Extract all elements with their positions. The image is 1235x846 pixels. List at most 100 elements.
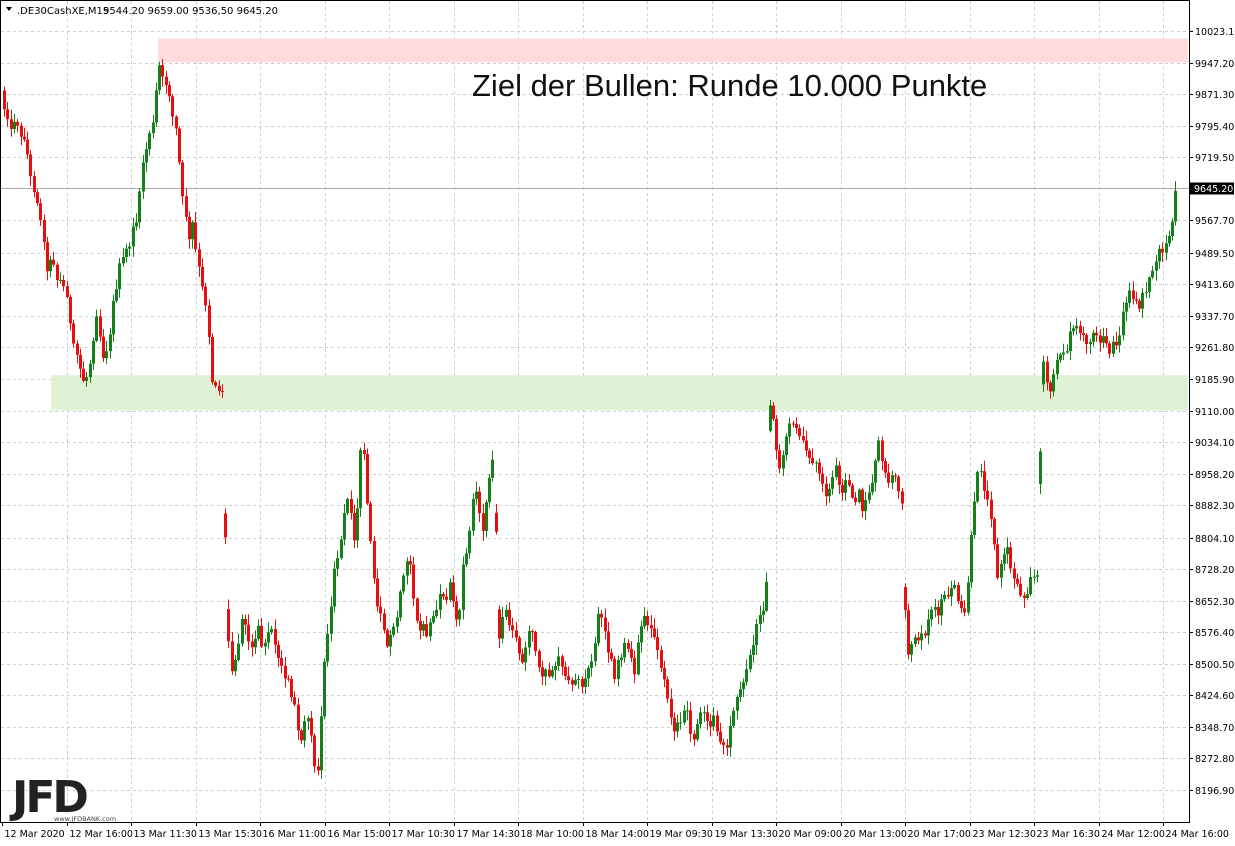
candle (36, 189, 39, 206)
candle (356, 498, 359, 548)
candle (1019, 576, 1022, 598)
candle (1128, 282, 1131, 308)
candle (462, 556, 465, 620)
candle (623, 637, 626, 663)
candle (10, 109, 13, 137)
candle (247, 614, 250, 650)
y-tick-label: 8958.20 (1195, 470, 1234, 481)
candle (914, 634, 917, 647)
candle (1165, 234, 1168, 261)
candle (1115, 332, 1118, 350)
candle (231, 631, 234, 675)
candle (798, 424, 801, 441)
candle (330, 596, 333, 642)
candle (122, 247, 125, 267)
candle (1066, 344, 1069, 354)
candle (1056, 352, 1059, 380)
candle (930, 606, 933, 627)
candle (518, 635, 521, 661)
candle (755, 618, 758, 655)
candle (148, 130, 151, 156)
candle (940, 593, 943, 626)
dropdown-triangle-icon[interactable] (6, 7, 12, 11)
candle (449, 578, 452, 602)
y-tick-label: 9261.80 (1195, 343, 1234, 354)
candle (72, 319, 75, 348)
candle (950, 580, 953, 607)
candle (284, 656, 287, 688)
candle (693, 730, 696, 747)
candle (267, 622, 270, 649)
candle (346, 497, 349, 516)
candle (1023, 592, 1026, 609)
candle (775, 415, 778, 460)
candle (1016, 573, 1019, 587)
y-tick-label: 8196.90 (1195, 786, 1234, 797)
candle (92, 337, 95, 370)
candle (89, 359, 92, 383)
candle (917, 631, 920, 645)
candle (716, 710, 719, 737)
candle (412, 556, 415, 607)
candle (152, 114, 155, 139)
candle (366, 448, 369, 505)
candle (343, 503, 346, 546)
candle (990, 491, 993, 528)
candle (548, 662, 551, 678)
candle (1052, 368, 1055, 397)
candle (765, 572, 768, 613)
candle (326, 624, 329, 667)
candle (719, 722, 722, 745)
x-tick-label: 20 Mar 17:00 (908, 829, 971, 840)
x-tick-label: 23 Mar 12:30 (973, 829, 1036, 840)
candle (251, 634, 254, 657)
candle (244, 614, 247, 635)
candle (214, 380, 217, 389)
candle (260, 617, 263, 649)
candle (554, 661, 557, 681)
candle (1099, 329, 1102, 352)
candle (310, 710, 313, 743)
y-tick-label: 8500.50 (1195, 660, 1234, 671)
current-price-label: 9645.20 (1194, 184, 1233, 195)
candle (458, 608, 461, 626)
candle (874, 458, 877, 492)
candle (16, 118, 19, 133)
candle (191, 220, 194, 249)
candle (524, 641, 527, 672)
candle (416, 597, 419, 624)
candle (706, 704, 709, 730)
candle (1085, 333, 1088, 354)
support-zone (51, 375, 1188, 411)
candle (277, 640, 280, 668)
candle (1125, 296, 1128, 322)
candle (980, 463, 983, 477)
candle (970, 531, 973, 589)
candle (597, 606, 600, 647)
candle (993, 517, 996, 551)
candle (359, 447, 362, 517)
candle (85, 371, 88, 387)
candles (3, 58, 1177, 779)
candle (432, 610, 435, 625)
candle (402, 573, 405, 595)
jfd-logo-url: www.JFDBANK.com (54, 815, 116, 823)
ohlc-label: 9544.20 9659.00 9536,50 9645.20 (103, 6, 278, 17)
candle (194, 212, 197, 253)
candle (254, 630, 257, 654)
candle (627, 639, 630, 653)
y-tick-label: 8652.30 (1195, 597, 1234, 608)
x-axis: 12 Mar 2020 12 Mar 16:00 13 Mar 11:30 13 Ma… (2, 822, 1229, 840)
candle (353, 504, 356, 549)
candle (802, 426, 805, 444)
candle (264, 638, 267, 656)
candle (795, 417, 798, 434)
candle (452, 575, 455, 607)
candle (23, 127, 26, 142)
candle (313, 733, 316, 773)
candle (185, 188, 188, 222)
candle (115, 279, 118, 303)
candle (1039, 448, 1042, 495)
candle (69, 294, 72, 331)
